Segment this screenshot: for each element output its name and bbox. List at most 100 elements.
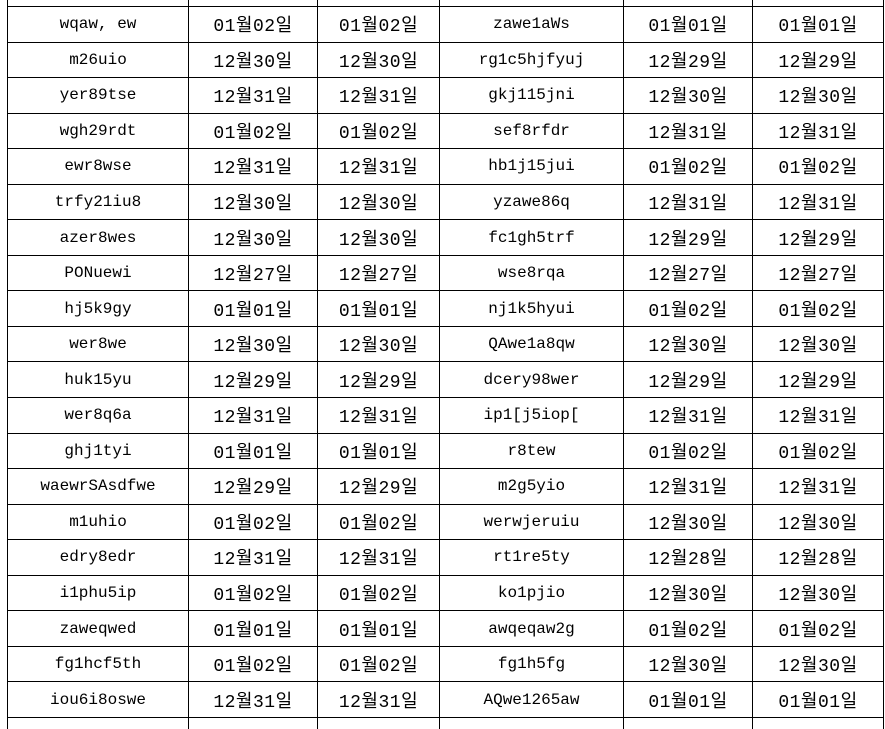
- date-cell[interactable]: 12월31일: [189, 78, 318, 114]
- date-cell[interactable]: 01월02일: [624, 611, 753, 647]
- date-cell[interactable]: 12월31일: [753, 469, 884, 505]
- id-cell[interactable]: ewr8wse: [8, 149, 189, 185]
- date-cell[interactable]: 01월02일: [753, 149, 884, 185]
- partial-row-bottom-cell[interactable]: [440, 717, 624, 729]
- partial-row-bottom-cell[interactable]: [8, 717, 189, 729]
- partial-row-bottom-cell[interactable]: [189, 717, 318, 729]
- id-cell[interactable]: sef8rfdr: [440, 113, 624, 150]
- date-cell[interactable]: 12월30일: [753, 646, 884, 683]
- date-cell[interactable]: 12월29일: [624, 220, 753, 256]
- partial-row-top-cell[interactable]: [753, 0, 884, 7]
- date-cell[interactable]: 12월31일: [318, 682, 440, 718]
- date-cell[interactable]: 12월31일: [189, 540, 318, 576]
- id-cell[interactable]: m2g5yio: [440, 469, 624, 505]
- id-cell[interactable]: fc1gh5trf: [440, 220, 624, 256]
- date-cell[interactable]: 12월30일: [318, 42, 440, 79]
- partial-row-top-cell[interactable]: [624, 0, 753, 7]
- partial-row-top-cell[interactable]: [8, 0, 189, 7]
- date-cell[interactable]: 12월29일: [753, 42, 884, 79]
- id-cell[interactable]: PONuewi: [8, 255, 189, 292]
- date-cell[interactable]: 01월01일: [189, 611, 318, 647]
- date-cell[interactable]: 01월02일: [318, 7, 440, 43]
- date-cell[interactable]: 01월01일: [318, 611, 440, 647]
- date-cell[interactable]: 12월29일: [189, 469, 318, 505]
- date-cell[interactable]: 12월30일: [753, 326, 884, 363]
- date-cell[interactable]: 01월01일: [753, 7, 884, 43]
- date-cell[interactable]: 01월02일: [189, 504, 318, 541]
- date-cell[interactable]: 12월28일: [624, 540, 753, 576]
- partial-row-top-cell[interactable]: [189, 0, 318, 7]
- date-cell[interactable]: 12월30일: [753, 78, 884, 114]
- id-cell[interactable]: rg1c5hjfyuj: [440, 42, 624, 79]
- id-cell[interactable]: wse8rqa: [440, 255, 624, 292]
- id-cell[interactable]: awqeqaw2g: [440, 611, 624, 647]
- date-cell[interactable]: 12월29일: [624, 362, 753, 399]
- id-cell[interactable]: wer8q6a: [8, 398, 189, 434]
- date-cell[interactable]: 12월27일: [624, 255, 753, 292]
- id-cell[interactable]: gkj115jni: [440, 78, 624, 114]
- date-cell[interactable]: 12월31일: [753, 184, 884, 221]
- date-cell[interactable]: 12월31일: [318, 149, 440, 185]
- date-cell[interactable]: 01월02일: [753, 433, 884, 470]
- date-cell[interactable]: 12월31일: [624, 113, 753, 150]
- date-cell[interactable]: 01월02일: [753, 611, 884, 647]
- id-cell[interactable]: iou6i8oswe: [8, 682, 189, 718]
- date-cell[interactable]: 12월30일: [189, 184, 318, 221]
- date-cell[interactable]: 01월02일: [189, 7, 318, 43]
- date-cell[interactable]: 12월31일: [753, 113, 884, 150]
- date-cell[interactable]: 12월29일: [624, 42, 753, 79]
- id-cell[interactable]: ghj1tyi: [8, 433, 189, 470]
- id-cell[interactable]: rt1re5ty: [440, 540, 624, 576]
- id-cell[interactable]: wgh29rdt: [8, 113, 189, 150]
- date-cell[interactable]: 12월31일: [753, 398, 884, 434]
- date-cell[interactable]: 01월01일: [318, 433, 440, 470]
- date-cell[interactable]: 12월31일: [624, 184, 753, 221]
- date-cell[interactable]: 01월01일: [753, 682, 884, 718]
- date-cell[interactable]: 12월27일: [753, 255, 884, 292]
- date-cell[interactable]: 01월02일: [624, 149, 753, 185]
- date-cell[interactable]: 01월02일: [624, 433, 753, 470]
- id-cell[interactable]: m26uio: [8, 42, 189, 79]
- id-cell[interactable]: fg1hcf5th: [8, 646, 189, 683]
- date-cell[interactable]: 12월31일: [318, 540, 440, 576]
- id-cell[interactable]: QAwe1a8qw: [440, 326, 624, 363]
- date-cell[interactable]: 12월29일: [189, 362, 318, 399]
- partial-row-bottom-cell[interactable]: [753, 717, 884, 729]
- id-cell[interactable]: ip1[j5iop[: [440, 398, 624, 434]
- date-cell[interactable]: 12월30일: [624, 78, 753, 114]
- id-cell[interactable]: m1uhio: [8, 504, 189, 541]
- date-cell[interactable]: 12월29일: [318, 362, 440, 399]
- date-cell[interactable]: 12월30일: [624, 504, 753, 541]
- date-cell[interactable]: 01월02일: [624, 291, 753, 327]
- date-cell[interactable]: 01월01일: [624, 7, 753, 43]
- date-cell[interactable]: 12월30일: [624, 575, 753, 612]
- id-cell[interactable]: trfy21iu8: [8, 184, 189, 221]
- date-cell[interactable]: 12월30일: [753, 575, 884, 612]
- date-cell[interactable]: 12월30일: [189, 220, 318, 256]
- date-cell[interactable]: 12월31일: [318, 78, 440, 114]
- date-cell[interactable]: 01월02일: [318, 113, 440, 150]
- date-cell[interactable]: 01월01일: [624, 682, 753, 718]
- partial-row-bottom-cell[interactable]: [624, 717, 753, 729]
- id-cell[interactable]: edry8edr: [8, 540, 189, 576]
- id-cell[interactable]: AQwe1265aw: [440, 682, 624, 718]
- date-cell[interactable]: 01월02일: [189, 575, 318, 612]
- date-cell[interactable]: 12월29일: [318, 469, 440, 505]
- date-cell[interactable]: 12월28일: [753, 540, 884, 576]
- date-cell[interactable]: 12월29일: [753, 220, 884, 256]
- date-cell[interactable]: 12월31일: [624, 469, 753, 505]
- date-cell[interactable]: 01월02일: [318, 646, 440, 683]
- date-cell[interactable]: 01월01일: [189, 433, 318, 470]
- id-cell[interactable]: dcery98wer: [440, 362, 624, 399]
- date-cell[interactable]: 12월30일: [318, 220, 440, 256]
- id-cell[interactable]: yzawe86q: [440, 184, 624, 221]
- date-cell[interactable]: 01월01일: [318, 291, 440, 327]
- date-cell[interactable]: 12월30일: [318, 326, 440, 363]
- date-cell[interactable]: 12월30일: [753, 504, 884, 541]
- id-cell[interactable]: ko1pjio: [440, 575, 624, 612]
- partial-row-bottom-cell[interactable]: [318, 717, 440, 729]
- id-cell[interactable]: zaweqwed: [8, 611, 189, 647]
- id-cell[interactable]: wqaw, ew: [8, 7, 189, 43]
- id-cell[interactable]: hb1j15jui: [440, 149, 624, 185]
- date-cell[interactable]: 12월31일: [189, 149, 318, 185]
